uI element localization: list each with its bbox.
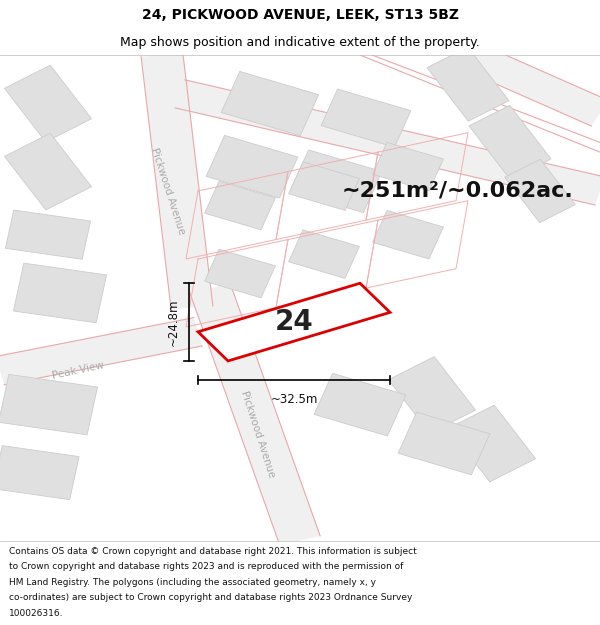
Polygon shape	[448, 405, 536, 482]
Text: ~32.5m: ~32.5m	[271, 392, 317, 406]
Polygon shape	[4, 133, 92, 210]
Polygon shape	[205, 249, 275, 298]
Polygon shape	[505, 159, 575, 222]
Polygon shape	[175, 80, 600, 205]
Polygon shape	[198, 283, 390, 361]
Polygon shape	[427, 47, 509, 121]
Text: ~24.8m: ~24.8m	[167, 298, 180, 346]
Polygon shape	[289, 230, 359, 278]
Text: 24: 24	[275, 308, 313, 336]
Polygon shape	[460, 42, 600, 126]
Text: 100026316.: 100026316.	[9, 609, 64, 618]
Text: 24, PICKWOOD AVENUE, LEEK, ST13 5BZ: 24, PICKWOOD AVENUE, LEEK, ST13 5BZ	[142, 8, 458, 22]
Text: co-ordinates) are subject to Crown copyright and database rights 2023 Ordnance S: co-ordinates) are subject to Crown copyr…	[9, 593, 412, 602]
Polygon shape	[388, 357, 476, 433]
Text: Peak View: Peak View	[51, 360, 105, 381]
Polygon shape	[221, 71, 319, 136]
Text: Pickwood Avenue: Pickwood Avenue	[239, 389, 277, 478]
Text: HM Land Registry. The polygons (including the associated geometry, namely x, y: HM Land Registry. The polygons (includin…	[9, 578, 376, 587]
Polygon shape	[289, 162, 359, 211]
Polygon shape	[290, 150, 382, 213]
Polygon shape	[206, 136, 298, 198]
Polygon shape	[0, 318, 202, 385]
Polygon shape	[141, 53, 213, 309]
Polygon shape	[4, 65, 92, 142]
Polygon shape	[373, 211, 443, 259]
Polygon shape	[190, 283, 320, 546]
Polygon shape	[5, 210, 91, 259]
Text: Pickwood Avenue: Pickwood Avenue	[149, 146, 187, 236]
Polygon shape	[314, 373, 406, 436]
Polygon shape	[13, 263, 107, 322]
Text: to Crown copyright and database rights 2023 and is reproduced with the permissio: to Crown copyright and database rights 2…	[9, 562, 403, 571]
Polygon shape	[0, 446, 79, 499]
Text: Contains OS data © Crown copyright and database right 2021. This information is : Contains OS data © Crown copyright and d…	[9, 546, 417, 556]
Polygon shape	[469, 106, 551, 179]
Text: Map shows position and indicative extent of the property.: Map shows position and indicative extent…	[120, 36, 480, 49]
Text: ~251m²/~0.062ac.: ~251m²/~0.062ac.	[342, 181, 574, 201]
Polygon shape	[0, 374, 98, 435]
Polygon shape	[398, 412, 490, 475]
Polygon shape	[205, 181, 275, 230]
Polygon shape	[373, 142, 443, 191]
Polygon shape	[321, 89, 411, 147]
